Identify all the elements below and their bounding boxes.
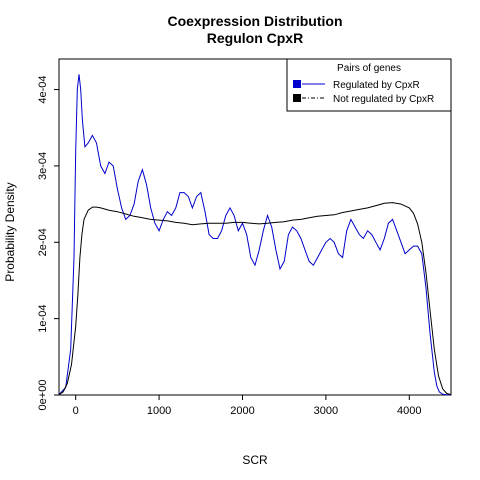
x-tick-label: 2000 (230, 405, 254, 417)
legend-box (286, 58, 452, 112)
series-line-regulated (58, 74, 452, 396)
y-tick-label: 0e+00 (37, 380, 49, 411)
y-tick-label: 4e-04 (37, 75, 49, 103)
series-group (58, 74, 452, 396)
chart-title: Coexpression Distribution (167, 13, 342, 29)
y-tick-label: 2e-04 (37, 228, 49, 256)
y-tick-label: 3e-04 (37, 152, 49, 180)
x-tick-label: 4000 (397, 405, 421, 417)
y-axis: 0e+00 1e-04 2e-04 3e-04 4e-04 (37, 75, 59, 410)
y-tick-label: 1e-04 (37, 305, 49, 333)
x-tick-label: 1000 (147, 405, 171, 417)
x-axis: 0 1000 2000 3000 4000 (73, 395, 422, 417)
legend: Pairs of genes Regulated by CpxR Not reg… (286, 58, 452, 112)
x-tick-label: 3000 (314, 405, 338, 417)
legend-entry-regulated: Regulated by CpxR (333, 80, 420, 91)
legend-swatch-regulated (293, 80, 301, 88)
chart-subtitle: Regulon CpxR (207, 30, 303, 46)
series-line-not-regulated (58, 202, 452, 396)
legend-entry-not-regulated: Not regulated by CpxR (333, 94, 434, 105)
legend-swatch-not-regulated (293, 94, 301, 102)
legend-title: Pairs of genes (337, 63, 401, 74)
x-tick-label: 0 (73, 405, 79, 417)
y-axis-label: Probability Density (3, 182, 17, 281)
x-axis-label: SCR (242, 453, 268, 467)
plot-area-frame (58, 58, 452, 396)
